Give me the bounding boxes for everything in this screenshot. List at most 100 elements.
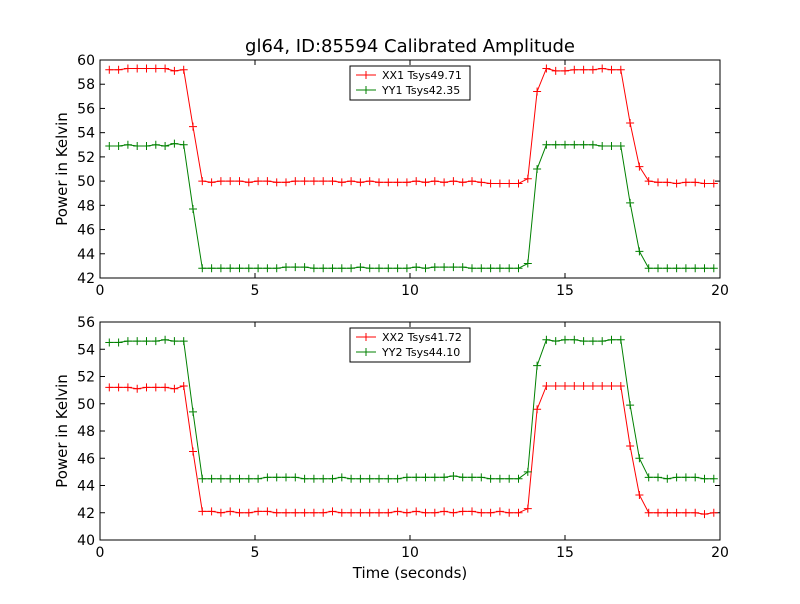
top-y-tick-label: 54 [77, 126, 95, 142]
bottom-data-point [700, 474, 709, 483]
bottom-data-point [161, 335, 170, 344]
bottom-data-point [654, 473, 662, 482]
bottom-data-point [588, 382, 597, 391]
top-data-point [114, 65, 123, 74]
top-data-point [254, 177, 263, 186]
bottom-data-point [495, 474, 504, 483]
top-data-point [105, 65, 114, 74]
top-data-point [216, 264, 225, 273]
top-data-point [523, 259, 532, 268]
top-data-point [105, 141, 114, 150]
top-y-tick-label: 56 [77, 101, 95, 117]
bottom-data-point [393, 474, 402, 483]
top-data-point [365, 264, 374, 273]
bottom-data-point [468, 507, 476, 516]
top-data-point [644, 177, 653, 186]
bottom-data-point [272, 508, 281, 517]
top-data-point [300, 177, 309, 186]
bottom-data-point [607, 335, 616, 344]
bottom-data-point [179, 382, 188, 391]
bottom-data-point [161, 383, 170, 392]
top-data-point [663, 264, 672, 273]
top-data-point [644, 264, 653, 273]
bottom-data-point [551, 382, 560, 391]
bottom-data-point [477, 508, 486, 517]
top-data-point [598, 141, 607, 150]
top-data-point [291, 263, 300, 272]
top-data-point [402, 264, 411, 273]
bottom-data-point [263, 473, 272, 482]
bottom-data-point [533, 361, 542, 370]
bottom-data-point [523, 467, 532, 476]
top-data-point [319, 177, 328, 186]
top-data-point [588, 140, 597, 149]
bottom-data-point [235, 474, 244, 483]
bottom-data-point [142, 337, 151, 346]
top-data-point [179, 65, 188, 74]
top-data-point [681, 178, 690, 187]
bottom-data-point [570, 382, 579, 391]
top-data-point [133, 141, 142, 150]
bottom-data-point [672, 508, 681, 517]
bottom-data-point [412, 473, 421, 482]
bottom-data-point [691, 508, 700, 517]
bottom-data-point [700, 510, 709, 519]
top-data-point [151, 140, 160, 149]
bottom-data-point [244, 508, 253, 517]
top-data-point [337, 264, 346, 273]
top-data-point [114, 141, 123, 150]
top-data-point [151, 64, 160, 73]
top-data-point [635, 247, 644, 256]
bottom-data-point [626, 401, 635, 410]
bottom-data-point [523, 504, 532, 513]
top-data-point [598, 64, 607, 73]
bottom-data-point [300, 508, 309, 517]
bottom-data-point [644, 508, 653, 517]
bottom-data-point [207, 507, 216, 516]
top-data-point [440, 178, 449, 187]
top-data-point [626, 118, 635, 127]
top-data-point [170, 139, 179, 148]
bottom-data-point [449, 471, 458, 480]
bottom-data-point [635, 491, 644, 500]
bottom-data-point [551, 337, 560, 346]
bottom-data-point [663, 508, 672, 517]
bottom-x-tick-label: 20 [711, 545, 729, 561]
bottom-data-point [570, 335, 579, 344]
top-data-point [468, 177, 476, 186]
top-data-point [235, 264, 244, 273]
top-x-tick-label: 0 [96, 283, 105, 299]
top-data-point [402, 178, 411, 187]
bottom-data-point [691, 473, 700, 482]
top-data-point [542, 64, 551, 73]
bottom-data-point [244, 474, 253, 483]
top-data-point [495, 179, 504, 188]
top-data-point [449, 263, 458, 272]
bottom-data-point [672, 473, 681, 482]
bottom-data-point [542, 335, 551, 344]
bottom-data-point [384, 474, 393, 483]
bottom-data-point [309, 474, 318, 483]
top-data-point [384, 178, 393, 187]
top-data-point [663, 178, 672, 187]
top-data-point [561, 66, 569, 75]
bottom-data-point [598, 382, 607, 391]
top-data-point [700, 264, 709, 273]
bottom-y-tick-label: 48 [77, 424, 95, 440]
top-data-point [244, 178, 253, 187]
bottom-data-point [133, 384, 142, 393]
bottom-y-tick-label: 46 [77, 451, 95, 467]
bottom-data-point [337, 508, 346, 517]
bottom-data-point [486, 508, 495, 517]
top-data-point [198, 177, 207, 186]
bottom-y-tick-label: 56 [77, 315, 95, 331]
bottom-data-point [319, 508, 328, 517]
top-y-tick-label: 60 [77, 53, 95, 69]
top-data-point [309, 177, 318, 186]
bottom-data-point [151, 337, 160, 346]
top-data-point [347, 264, 356, 273]
bottom-data-point [430, 508, 439, 517]
top-data-point [486, 264, 495, 273]
bottom-data-point [207, 474, 216, 483]
bottom-data-point [458, 473, 467, 482]
